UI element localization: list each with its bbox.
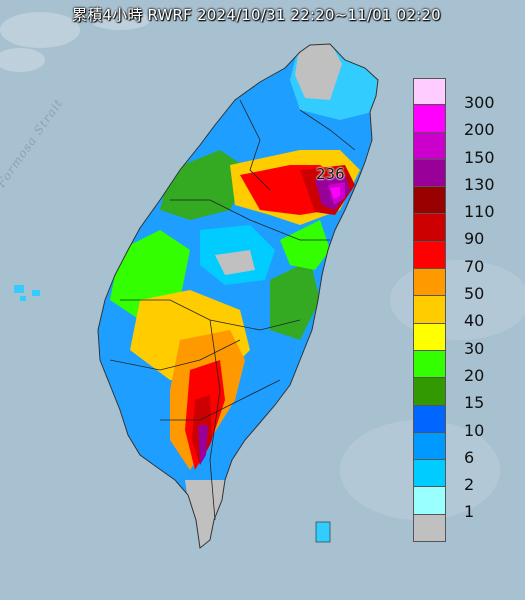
legend-label: 110 — [464, 202, 495, 222]
legend-label: 10 — [464, 420, 485, 440]
legend-label: 40 — [464, 311, 485, 331]
legend-swatch — [413, 323, 446, 351]
legend-row: 1 — [413, 487, 523, 521]
legend-swatch — [413, 487, 446, 515]
legend-swatch — [413, 405, 446, 433]
legend-swatch — [413, 78, 446, 106]
legend-label: 130 — [464, 174, 495, 194]
legend-swatch — [413, 214, 446, 242]
legend-label: 6 — [464, 447, 475, 467]
legend-swatch — [413, 159, 446, 188]
legend-row: 70 — [413, 241, 523, 276]
legend-label: 50 — [464, 284, 485, 304]
legend-swatch — [413, 105, 446, 133]
map-title: 累積4小時 RWRF 2024/10/31 22:20~11/01 02:20 — [72, 6, 441, 24]
legend-row: 300 — [413, 78, 523, 112]
legend-label: 200 — [464, 120, 495, 140]
legend-label: 30 — [464, 338, 485, 358]
offshore-islets — [14, 285, 331, 543]
legend-row: 130 — [413, 159, 523, 194]
legend-label: 2 — [464, 475, 475, 495]
legend-label: 1 — [464, 502, 475, 522]
legend-swatch — [413, 460, 446, 488]
legend-swatch — [413, 432, 446, 461]
max-value-label: 236 — [316, 165, 345, 183]
legend-swatch — [413, 514, 446, 543]
legend-row: 20 — [413, 350, 523, 385]
legend-swatch — [413, 269, 446, 297]
legend-label: 150 — [464, 147, 495, 167]
legend-row: 40 — [413, 296, 523, 330]
legend-row: 200 — [413, 105, 523, 139]
legend-swatch — [413, 378, 446, 406]
legend-label: 15 — [464, 393, 485, 413]
color-legend: 300 200 150 130 110 90 70 50 40 30 20 15 10 6 2 1 — [413, 78, 523, 543]
legend-row: 90 — [413, 214, 523, 248]
legend-row: 10 — [413, 405, 523, 440]
legend-row: 50 — [413, 269, 523, 303]
legend-label: 300 — [464, 93, 495, 112]
legend-row: 150 — [413, 132, 523, 167]
legend-swatch — [413, 187, 446, 215]
legend-row: 6 — [413, 432, 523, 467]
county-borders — [109, 99, 356, 521]
coastline — [97, 43, 379, 549]
legend-row: 30 — [413, 323, 523, 358]
legend-swatch — [413, 132, 446, 160]
legend-row: 2 — [413, 460, 523, 494]
legend-label: 90 — [464, 229, 485, 249]
legend-label: 70 — [464, 256, 485, 276]
legend-row: 15 — [413, 378, 523, 412]
legend-row — [413, 514, 523, 543]
legend-swatch — [413, 241, 446, 270]
legend-row: 110 — [413, 187, 523, 221]
legend-swatch — [413, 350, 446, 379]
legend-swatch — [413, 296, 446, 324]
legend-label: 20 — [464, 365, 485, 385]
